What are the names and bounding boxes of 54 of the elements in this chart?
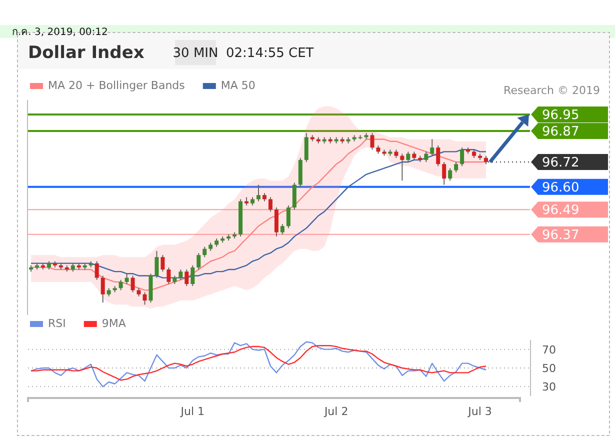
text: Research © 2019 — [504, 84, 600, 97]
line-series — [30, 341, 487, 388]
ref-line-label: 96.37 — [542, 228, 580, 243]
y-tick-label: 50 — [542, 362, 556, 375]
ref-line-label: 96.72 — [542, 156, 580, 171]
text: ก.ค. 3, 2019, 00:12 — [12, 27, 108, 38]
candlestick — [166, 266, 171, 284]
candlestick — [130, 275, 135, 293]
ref-line-label: 96.95 — [542, 108, 580, 123]
candlestick — [256, 184, 260, 202]
candlestick — [454, 162, 458, 173]
candlestick — [436, 144, 440, 167]
candlestick — [400, 153, 404, 182]
chart-title: Dollar Index — [28, 43, 144, 63]
x-tick-label: Jul 2 — [323, 405, 348, 418]
candlestick — [160, 254, 165, 272]
candlestick — [118, 279, 123, 291]
candlestick — [424, 151, 428, 163]
x-tick-label: Jul 1 — [180, 405, 205, 418]
y-tick-label: 30 — [542, 380, 556, 394]
candlestick — [190, 264, 195, 287]
legend-label: RSI — [48, 317, 66, 330]
ref-line-label: 96.87 — [542, 124, 580, 140]
candlestick — [292, 182, 296, 210]
candlestick — [370, 132, 374, 150]
candlestick — [442, 162, 446, 186]
candlestick — [100, 275, 105, 304]
ref-line-label: 96.49 — [542, 203, 580, 218]
candlestick — [124, 273, 129, 284]
line-series — [30, 345, 487, 381]
candlestick — [430, 138, 434, 156]
candlestick — [154, 250, 159, 278]
candlestick — [184, 269, 189, 287]
candlestick — [196, 252, 201, 270]
legend-label: 9MA — [102, 317, 126, 330]
candlestick — [460, 147, 464, 167]
ref-line-label: 96.60 — [542, 180, 580, 196]
x-tick-label: Jul 3 — [467, 405, 492, 418]
candlestick — [274, 207, 278, 237]
candlestick — [280, 224, 284, 235]
candlestick — [142, 292, 147, 306]
candlestick — [268, 196, 272, 212]
candlestick — [286, 204, 290, 229]
text: 02:14:55 CET — [226, 46, 314, 61]
legend-label: MA 50 — [220, 79, 256, 92]
candlestick — [202, 246, 207, 258]
candlestick — [178, 269, 183, 280]
y-tick-label: 70 — [542, 343, 556, 356]
candlestick — [94, 260, 99, 280]
candlestick — [406, 151, 410, 163]
candlestick — [304, 132, 308, 163]
text: 30 MIN — [172, 46, 218, 61]
legend-label: MA 20 + Bollinger Bands — [48, 79, 186, 92]
candlestick — [448, 168, 452, 182]
